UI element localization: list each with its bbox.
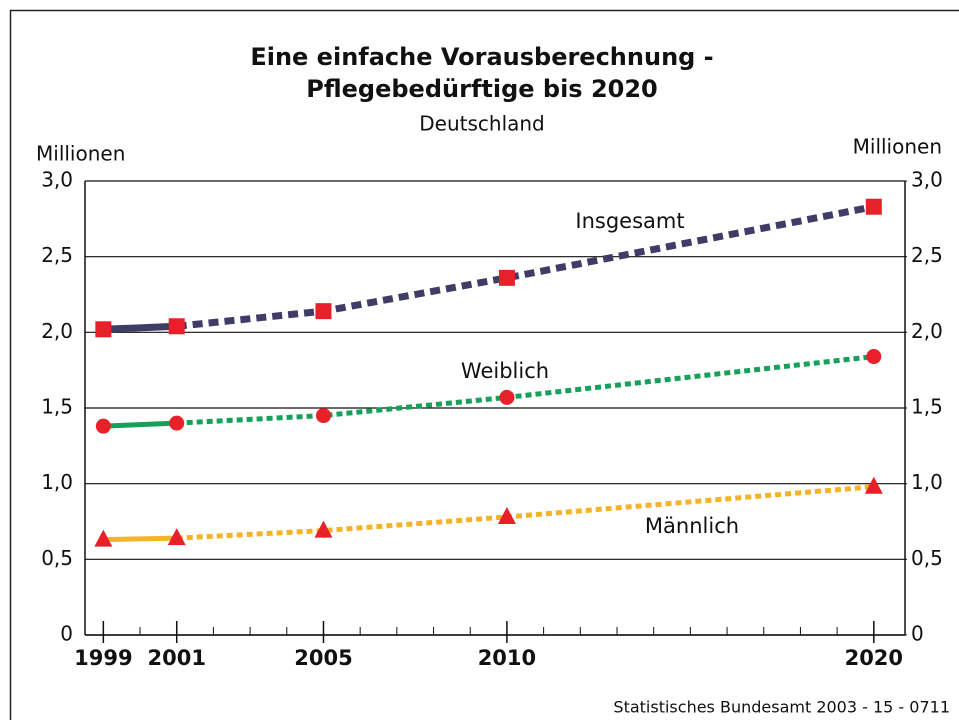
y-tick-label: 0,5 — [41, 546, 73, 570]
marker — [866, 349, 882, 365]
title-line: Pflegebedürftige bis 2020 — [306, 75, 657, 103]
x-tick-label: 2020 — [845, 646, 903, 670]
y2-tick-label: 0 — [911, 622, 924, 646]
y2-tick-label: 1,0 — [911, 470, 943, 494]
y2-tick-label: 2,0 — [911, 319, 943, 343]
marker — [499, 389, 515, 405]
marker — [315, 303, 332, 320]
y2-tick-label: 3,0 — [911, 168, 943, 192]
series-label: Männlich — [645, 514, 739, 538]
x-tick-label: 2001 — [147, 646, 205, 670]
y-tick-label: 1,5 — [41, 395, 73, 419]
x-tick-label: 1999 — [74, 646, 132, 670]
y-tick-label: 2,5 — [41, 243, 73, 267]
marker — [168, 318, 185, 335]
y2-tick-label: 1,5 — [911, 395, 943, 419]
series-label: Insgesamt — [575, 209, 684, 233]
y-tick-label: 3,0 — [41, 168, 73, 192]
marker — [864, 476, 883, 494]
line-projection — [176, 203, 875, 330]
y2-tick-label: 0,5 — [911, 546, 943, 570]
marker — [167, 528, 186, 546]
y-tick-label: 1,0 — [41, 470, 73, 494]
y-tick-label: 2,0 — [41, 319, 73, 343]
marker — [95, 418, 111, 434]
source: Statistisches Bundesamt 2003 - 15 - 0711 — [613, 698, 950, 717]
line-actual — [103, 420, 177, 429]
x-tick-label: 2005 — [294, 646, 352, 670]
line-projection — [176, 484, 875, 541]
marker — [95, 321, 112, 338]
x-tick-label: 2010 — [478, 646, 536, 670]
marker — [314, 520, 333, 538]
y2-axis-label: Millionen — [853, 135, 942, 159]
marker — [169, 415, 185, 431]
line-actual — [103, 535, 177, 543]
title-line: Eine einfache Vorausberechnung - — [250, 43, 713, 71]
y-tick-label: 0 — [60, 622, 73, 646]
y2-tick-label: 2,5 — [911, 243, 943, 267]
y-axis-label: Millionen — [36, 142, 125, 166]
marker — [315, 408, 331, 424]
line-projection — [176, 354, 875, 426]
marker — [865, 198, 882, 215]
marker — [498, 269, 515, 286]
marker — [497, 506, 516, 524]
series-label: Weiblich — [461, 359, 549, 383]
marker — [94, 529, 113, 547]
line-actual — [103, 322, 177, 333]
frame — [9, 9, 959, 720]
subtitle: Deutschland — [419, 112, 545, 136]
